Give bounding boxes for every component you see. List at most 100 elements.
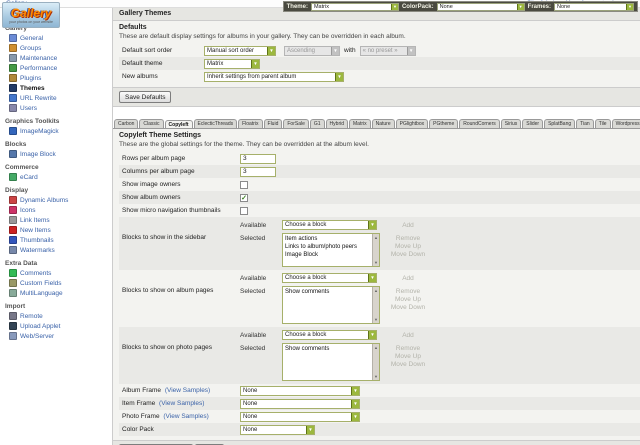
sidebar-item[interactable]: Themes	[5, 83, 110, 93]
scroll-down-icon[interactable]: ▼	[374, 374, 378, 379]
sidebar-add-link[interactable]: Add	[402, 222, 414, 229]
album-selected-listbox[interactable]: Show comments ▲ ▼	[282, 286, 380, 324]
sidebar-item[interactable]: Link Items	[5, 215, 110, 225]
album-available-select[interactable]: Choose a block ▼	[282, 273, 377, 283]
theme-tab[interactable]: Classic	[139, 119, 164, 128]
sidebar-item[interactable]: Plugins	[5, 73, 110, 83]
show-album-owners-checkbox[interactable]: ✓	[240, 193, 248, 202]
sidebar-item-label: MultiLanguage	[20, 289, 63, 297]
theme-tab[interactable]: Floatrix	[238, 119, 263, 128]
sidebar-item[interactable]: Maintenance	[5, 53, 110, 63]
sidebar-item[interactable]: Icons	[5, 205, 110, 215]
sidebar-item[interactable]: ImageMagick	[5, 126, 110, 136]
sidebar-item[interactable]: Groups	[5, 43, 110, 53]
sidebar-available-select[interactable]: Choose a block ▼	[282, 220, 377, 230]
scroll-up-icon[interactable]: ▲	[374, 235, 378, 240]
theme-tab[interactable]: EclecticThreads	[193, 119, 238, 128]
show-image-owners-checkbox[interactable]	[240, 180, 248, 189]
photo-add-link[interactable]: Add	[402, 332, 414, 339]
theme-tab[interactable]: Hybrid	[325, 119, 348, 128]
scroll-down-icon[interactable]: ▼	[374, 260, 378, 265]
album-frame-select[interactable]: None ▼	[240, 385, 360, 396]
item-frame-select[interactable]: None ▼	[240, 398, 360, 409]
theme-tab[interactable]: ForSale	[283, 119, 309, 128]
sidebar-item[interactable]: Performance	[5, 63, 110, 73]
sidebar-item-icon	[9, 332, 17, 340]
theme-tab[interactable]: PGlightbox	[395, 119, 429, 128]
sidebar-move-down-link[interactable]: Move Down	[390, 251, 426, 258]
theme-tab[interactable]: Tile	[594, 119, 611, 128]
sidebar-item[interactable]: Remote	[5, 311, 110, 321]
item-frame-view-samples-link[interactable]: (View Samples)	[159, 400, 205, 407]
color-pack-row: Color Pack None ▼	[119, 423, 640, 436]
scroll-up-icon[interactable]: ▲	[374, 345, 378, 350]
sidebar-item[interactable]: URL Rewrite	[5, 93, 110, 103]
frames-select[interactable]: None ▼	[554, 2, 634, 11]
theme-tab[interactable]: SplatBang	[544, 119, 576, 128]
sidebar-item[interactable]: Users	[5, 103, 110, 113]
theme-select[interactable]: Matrix ▼	[310, 2, 399, 11]
theme-tab[interactable]: Matrix	[349, 119, 371, 128]
colorpack-select[interactable]: None ▼	[436, 2, 525, 11]
show-micro-nav-checkbox[interactable]	[240, 206, 248, 215]
theme-tab[interactable]: Carbon	[114, 119, 139, 128]
sidebar-item[interactable]: Upload Applet	[5, 321, 110, 331]
theme-tab[interactable]: Tian	[576, 119, 594, 128]
sidebar-item[interactable]: Image Block	[5, 149, 110, 159]
album-frame-view-samples-link[interactable]: (View Samples)	[164, 387, 211, 394]
theme-tab[interactable]: G1	[309, 119, 325, 128]
default-sort-select[interactable]: Manual sort order ▼	[204, 45, 276, 56]
scroll-up-icon[interactable]: ▲	[374, 288, 378, 293]
theme-tab[interactable]: RoundCorners	[459, 119, 500, 128]
color-pack-select[interactable]: None ▼	[240, 424, 315, 435]
gallery-logo[interactable]: Gallery your photos on your website	[2, 2, 60, 28]
save-defaults-button[interactable]: Save Defaults	[119, 91, 172, 103]
sidebar-item-label: Themes	[20, 84, 45, 92]
new-albums-select[interactable]: Inherit settings from parent album ▼	[204, 71, 344, 82]
theme-tab[interactable]: Nature	[371, 119, 395, 128]
listbox-option[interactable]: Show comments	[285, 346, 330, 352]
theme-tab[interactable]: Fluid	[263, 119, 283, 128]
album-move-down-link[interactable]: Move Down	[390, 304, 426, 311]
photo-frame-select[interactable]: None ▼	[240, 411, 360, 422]
theme-tab[interactable]: Slider	[522, 119, 544, 128]
album-move-up-link[interactable]: Move Up	[394, 296, 421, 303]
sidebar-item[interactable]: Web/Server	[5, 331, 110, 341]
sidebar-item[interactable]: New Items	[5, 225, 110, 235]
sidebar-item[interactable]: Custom Fields	[5, 278, 110, 288]
photo-move-down-link[interactable]: Move Down	[390, 361, 426, 368]
sidebar-item[interactable]: General	[5, 33, 110, 43]
theme-tab[interactable]: Sirius	[500, 119, 522, 128]
theme-tab[interactable]: Copyleft	[164, 120, 193, 128]
sidebar-item[interactable]: Thumbnails	[5, 235, 110, 245]
sidebar-item[interactable]: eCard	[5, 172, 110, 182]
photo-available-select[interactable]: Choose a block ▼	[282, 330, 377, 340]
default-theme-select[interactable]: Matrix ▼	[204, 58, 260, 69]
sidebar-item[interactable]: Comments	[5, 268, 110, 278]
cols-per-page-input[interactable]	[240, 166, 276, 177]
photo-selected-listbox[interactable]: Show comments ▲ ▼	[282, 343, 380, 381]
sidebar-blocks-label: Blocks to show in the sidebar	[122, 234, 207, 241]
sidebar-item[interactable]: Watermarks	[5, 245, 110, 255]
photo-remove-link[interactable]: Remove	[395, 345, 421, 352]
sidebar-move-up-link[interactable]: Move Up	[394, 243, 421, 250]
sidebar-selected-listbox[interactable]: Item actions Links to album/photo peers Im…	[282, 233, 380, 267]
scroll-down-icon[interactable]: ▼	[374, 317, 378, 322]
photo-frame-view-samples-link[interactable]: (View Samples)	[163, 413, 209, 420]
scrollbar[interactable]: ▲ ▼	[372, 344, 379, 380]
sidebar-item[interactable]: MultiLanguage	[5, 288, 110, 298]
album-remove-link[interactable]: Remove	[395, 288, 421, 295]
scrollbar[interactable]: ▲ ▼	[372, 234, 379, 266]
listbox-option[interactable]: Image Block	[285, 252, 319, 258]
rows-per-page-input[interactable]	[240, 153, 276, 164]
theme-tab[interactable]: PGtheme	[429, 119, 459, 128]
scrollbar[interactable]: ▲ ▼	[372, 287, 379, 323]
sidebar-remove-link[interactable]: Remove	[395, 235, 421, 242]
photo-move-up-link[interactable]: Move Up	[394, 353, 421, 360]
theme-tab[interactable]: WordpressEmbedded	[611, 119, 640, 128]
listbox-option[interactable]: Show comments	[285, 289, 330, 295]
album-add-link[interactable]: Add	[402, 275, 414, 282]
sidebar-item[interactable]: Dynamic Albums	[5, 195, 110, 205]
listbox-option[interactable]: Links to album/photo peers	[285, 244, 358, 250]
listbox-option[interactable]: Item actions	[285, 236, 318, 242]
